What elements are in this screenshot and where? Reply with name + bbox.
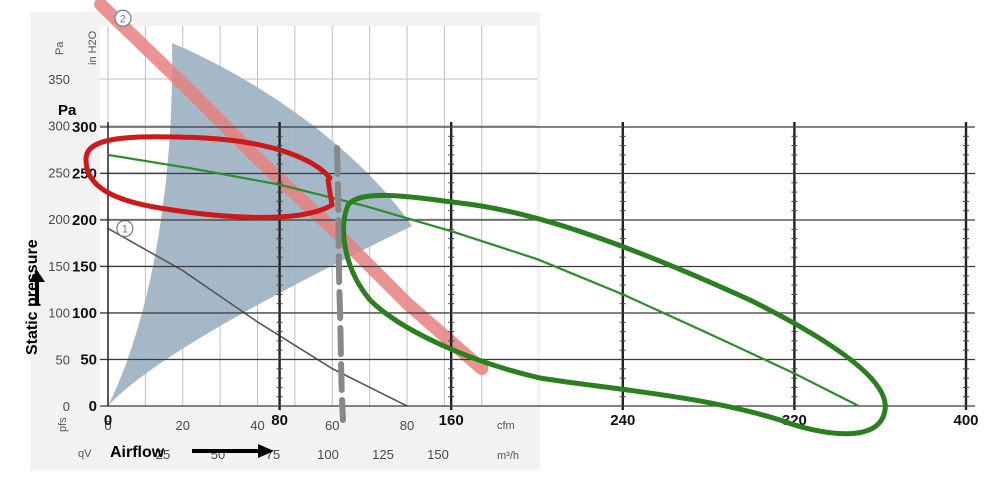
x-axis-title: Airflow: [110, 444, 165, 461]
foreground-series: [107, 153, 860, 407]
fg-x-tick-label: 80: [271, 412, 288, 429]
bg-y-tick-label: 100: [48, 306, 70, 321]
fg-y-tick-label: 150: [72, 259, 97, 276]
fg-y-tick-label: 0: [89, 398, 97, 415]
x-symbol-qv: qV: [78, 448, 92, 460]
bg-y-tick-label: 150: [48, 259, 70, 274]
bg-x-tick-label: 80: [400, 418, 414, 433]
bg-y-tick-label: 250: [48, 165, 70, 180]
operating-area: [108, 43, 412, 406]
curve-2-marker: [114, 9, 132, 27]
green-performance-curve: [107, 153, 860, 407]
fg-x-tick-label: 0: [104, 412, 112, 429]
y-unit-pa-foreground: Pa: [58, 102, 77, 119]
curve-1-label: 1: [122, 223, 128, 235]
red-loop-annotation: [83, 134, 335, 220]
bg-y-tick-label: 350: [48, 72, 70, 87]
bg-x-tick-label: 40: [250, 418, 264, 433]
y-axis-title: Static pressure: [24, 239, 41, 355]
fg-x-tick-label: 400: [953, 412, 978, 429]
bg-y-tick-label: 300: [48, 119, 70, 134]
green-loop-annotation: [341, 192, 888, 437]
background-series: 12: [94, 0, 489, 407]
curve-2-label: 2: [120, 13, 126, 25]
fg-y-tick-label: 100: [72, 305, 97, 322]
y-axis-arrow: [29, 270, 45, 305]
y-unit-pa-background: Pa: [54, 41, 66, 55]
bg-x2-tick-label: 25: [156, 447, 170, 462]
bg-x2-tick-label: 125: [372, 447, 394, 462]
fg-y-tick-label: 200: [72, 212, 97, 229]
fg-x-tick-label: 160: [439, 412, 464, 429]
fg-x-tick-label: 240: [610, 412, 635, 429]
bg-y-tick-label: 0: [63, 399, 70, 414]
bg-x2-tick-label: 150: [427, 447, 449, 462]
fg-y-tick-label: 300: [72, 119, 97, 136]
x-unit-cfm: cfm: [497, 420, 515, 432]
y-symbol-pfs: pfs: [57, 417, 69, 432]
bg-y-tick-label: 50: [56, 352, 70, 367]
x-unit-m3h: m³/h: [497, 450, 519, 462]
dashed-divider-line: [334, 145, 346, 423]
bg-x-tick-label: 60: [325, 418, 339, 433]
x-axis-arrow: [192, 444, 274, 458]
bg-x2-tick-label: 100: [317, 447, 339, 462]
curve-2-line: [94, 0, 489, 376]
bg-x-tick-label: 20: [176, 418, 190, 433]
bg-x-tick-label: 0: [104, 418, 111, 433]
y-unit-inh2o: in H2O: [87, 30, 99, 65]
bg-y-tick-label: 200: [48, 212, 70, 227]
fg-y-tick-label: 50: [80, 352, 97, 369]
curve-1-line: [107, 227, 408, 407]
